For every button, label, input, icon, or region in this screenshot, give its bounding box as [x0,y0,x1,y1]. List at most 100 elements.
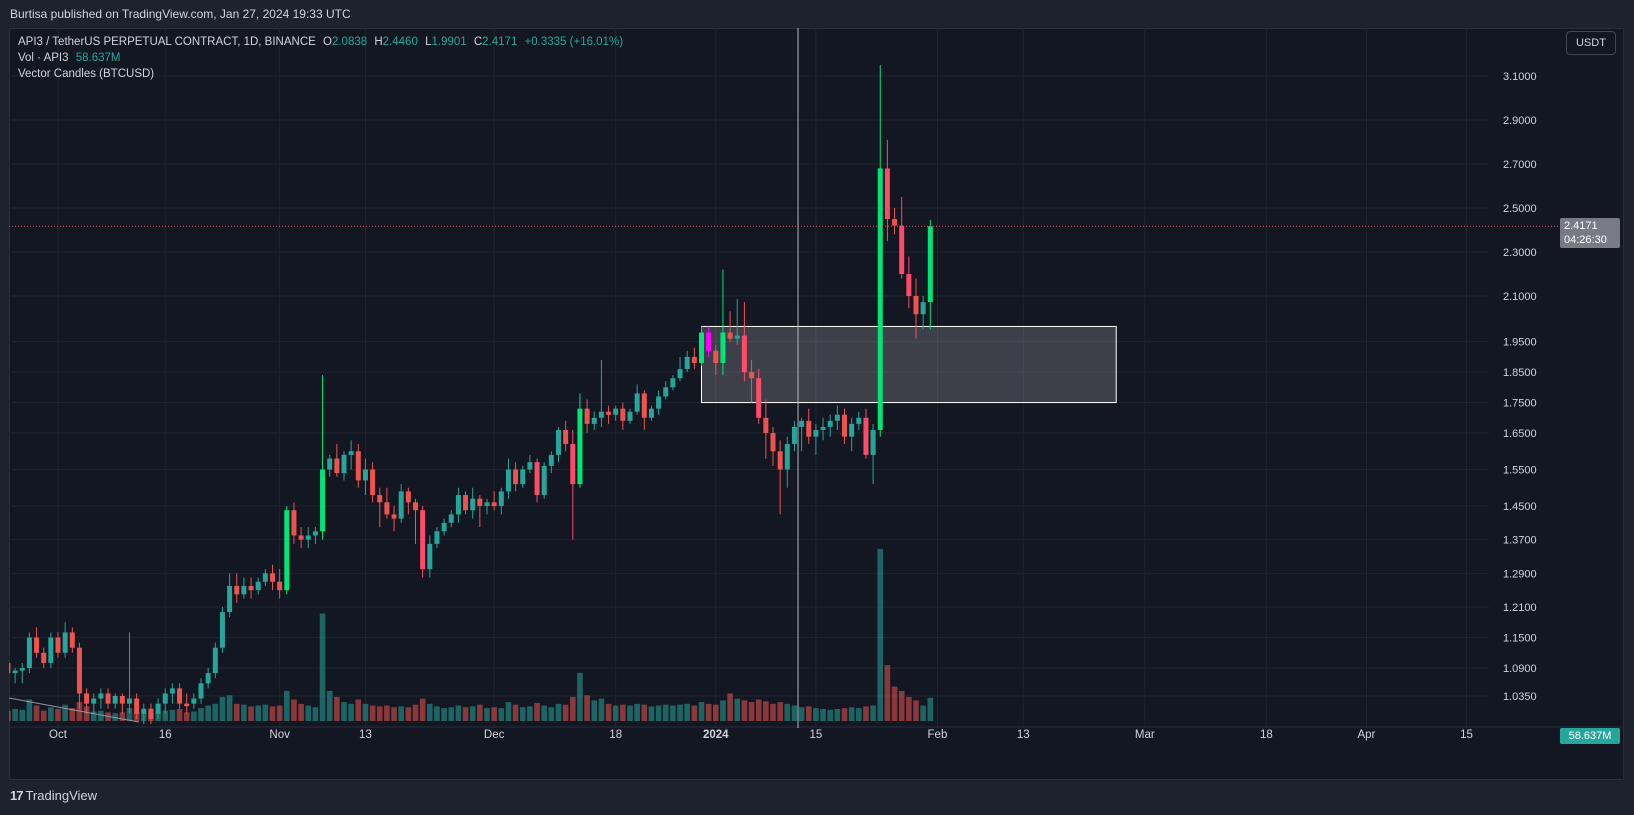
candle-body [119,696,125,704]
candle-body [784,443,790,470]
candle-body [98,693,104,699]
x-tick-label: 13 [359,729,372,741]
volume-bar [391,707,397,721]
candle-body [706,332,712,351]
volume-bar [555,703,562,721]
candle-body [770,433,776,452]
indicator-line: Vector Candles (BTCUSD) [18,66,623,82]
candle-body [448,514,454,523]
candle-body [791,426,797,444]
volume-bar [284,690,290,721]
candle-body [191,698,197,704]
volume-bar [484,708,490,721]
candle-body [219,612,225,648]
volume-bar [298,703,304,721]
volume-bar [384,705,390,721]
candle-body [384,502,390,515]
candle-body [391,514,397,519]
volume-bar [798,707,805,721]
price-axis: 3.1000 2.9000 2.7000 2.5000 2.3000 2.1000 1.95… [1503,71,1537,703]
tradingview-logo-icon: 17 [10,788,24,803]
volume-bar [183,712,190,721]
volume-bar [441,708,447,721]
volume-bar [848,707,855,721]
candle-body [863,417,869,455]
candle-body [298,535,304,540]
candle-body [527,462,533,470]
volume-bar [598,698,605,721]
volume-bar [898,690,905,721]
candle-body [749,372,755,379]
candle-body [341,454,347,474]
y-tick-label: 1.7500 [1503,398,1537,410]
volume-bar [820,708,826,721]
candle-body [563,429,569,444]
candle-body [327,458,333,470]
candle-body [491,502,497,506]
candle-body [277,581,283,591]
volume-bar [591,700,598,721]
volume-bar [770,703,776,721]
volume-bar [548,707,555,721]
volume-bar [691,705,698,721]
volume-bar [863,706,869,721]
candle-body [148,708,154,719]
price-chart[interactable]: 3.1000 2.9000 2.7000 2.5000 2.3000 2.1000 1.95… [9,28,1624,780]
volume-bar [612,705,619,721]
volume-bar [248,706,254,721]
candle-body [906,274,912,296]
volume-bar [791,705,798,721]
x-tick-label: Nov [269,729,290,741]
candle-body [34,637,40,653]
indicator-name[interactable]: Vector Candles (BTCUSD) [18,68,155,80]
volume-bar [319,613,326,721]
volume-bar [527,706,533,721]
volume-bar [734,698,741,721]
candle-body [69,632,75,648]
volume-bar [348,703,354,721]
change-value: +0.3335 (+16.01%) [524,36,624,48]
x-tick-label: 13 [1017,729,1030,741]
volume-bar [805,706,812,721]
volume-bar [477,704,483,721]
candle-body [627,411,633,421]
volume-bar [698,702,705,721]
candle-body [377,495,383,503]
x-tick-label: 18 [1260,729,1273,741]
footer-brand[interactable]: 17 TradingView [10,788,97,803]
candle-body [398,491,404,519]
volume-bar [512,704,519,721]
x-tick-label: Dec [484,729,505,741]
symbol-line: API3 / TetherUS PERPETUAL CONTRACT, 1D, … [18,34,623,50]
volume-bar [362,703,369,721]
candle-body [470,498,476,511]
candle-body [162,693,168,704]
candle-body [920,302,926,315]
high-value: 2.4460 [382,36,418,48]
volume-bar [233,703,240,721]
volume-bar [398,706,404,721]
chart-grid [9,28,1624,728]
high-label: H [374,36,383,48]
volume-label: Vol · API3 [18,52,69,64]
volume-bar [40,710,47,721]
volume-bar [376,706,383,721]
candle-body [892,219,898,226]
volume-bar [33,705,40,721]
volume-bar [119,712,126,721]
candle-body [420,510,426,570]
candle-body [484,502,490,506]
volume-bar [255,705,261,721]
volume-bar [162,710,169,721]
candle-body [105,693,111,704]
candle-body [84,693,90,704]
y-tick-label: 1.1500 [1503,633,1537,645]
volume-bar [291,699,297,721]
candle-body [620,408,626,421]
candle-body [827,420,833,427]
trend-line [9,697,140,723]
currency-button[interactable]: USDT [1566,31,1616,55]
volume-bar [462,707,469,721]
volume-bar [334,696,340,721]
candle-body [455,495,461,515]
